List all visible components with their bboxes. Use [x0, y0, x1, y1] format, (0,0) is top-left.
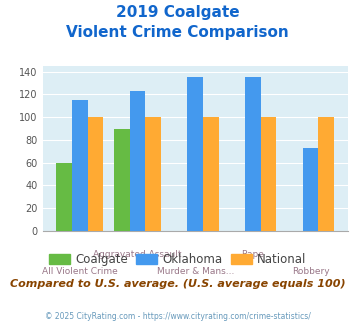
- Bar: [130, 91, 145, 231]
- Text: Aggravated Assault: Aggravated Assault: [93, 250, 182, 259]
- Bar: [114, 129, 130, 231]
- Text: © 2025 CityRating.com - https://www.cityrating.com/crime-statistics/: © 2025 CityRating.com - https://www.city…: [45, 312, 310, 321]
- Bar: [303, 148, 318, 231]
- Bar: [56, 163, 72, 231]
- Bar: [72, 100, 88, 231]
- Bar: [318, 117, 334, 231]
- Text: Robbery: Robbery: [292, 267, 329, 276]
- Text: All Violent Crime: All Violent Crime: [42, 267, 118, 276]
- Text: 2019 Coalgate: 2019 Coalgate: [116, 5, 239, 20]
- Bar: [245, 77, 261, 231]
- Bar: [145, 117, 161, 231]
- Bar: [88, 117, 103, 231]
- Text: Murder & Mans...: Murder & Mans...: [157, 267, 234, 276]
- Bar: [203, 117, 219, 231]
- Text: Rape: Rape: [241, 250, 264, 259]
- Legend: Coalgate, Oklahoma, National: Coalgate, Oklahoma, National: [44, 248, 311, 271]
- Text: Compared to U.S. average. (U.S. average equals 100): Compared to U.S. average. (U.S. average …: [10, 279, 345, 289]
- Bar: [187, 77, 203, 231]
- Bar: [261, 117, 276, 231]
- Text: Violent Crime Comparison: Violent Crime Comparison: [66, 25, 289, 40]
